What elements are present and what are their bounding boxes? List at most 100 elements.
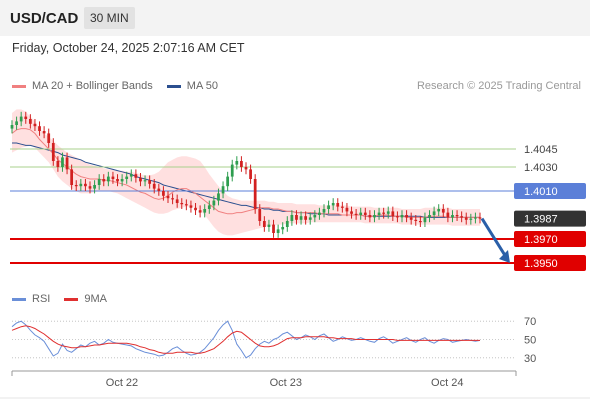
candle-body: [111, 176, 115, 179]
candle-body: [221, 186, 225, 194]
candle-body: [363, 212, 367, 215]
candle-body: [414, 219, 418, 221]
forecast-arrowhead-icon: [499, 250, 510, 263]
rsi-swatch-icon: [12, 297, 26, 301]
candle-body: [235, 161, 239, 165]
ma50-swatch-icon: [166, 84, 181, 88]
candle-body: [129, 174, 133, 177]
candle-body: [354, 213, 358, 215]
candle-body: [460, 216, 464, 218]
chart-datetime: Friday, October 24, 2025 2:07:16 AM CET: [12, 41, 245, 55]
candle-body: [88, 186, 92, 189]
candle-body: [295, 215, 298, 220]
candle-body: [359, 212, 363, 215]
candle-body: [437, 209, 441, 212]
candle-body: [217, 193, 220, 201]
candle-body: [139, 177, 142, 182]
level-label-resistance: 1.4030: [524, 162, 558, 174]
candle-body: [262, 221, 266, 227]
candle-body: [418, 221, 422, 223]
candle-body: [203, 209, 207, 213]
candle-body: [340, 206, 344, 208]
candle-body: [157, 188, 161, 191]
candle-body: [350, 211, 353, 214]
candle-body: [189, 205, 193, 208]
candle-body: [276, 229, 280, 233]
candle-body: [184, 204, 188, 206]
candle-body: [318, 212, 321, 215]
candle-body: [61, 157, 64, 167]
candle-body: [368, 215, 372, 218]
level-tag-current: [514, 210, 586, 227]
candle-body: [207, 205, 211, 209]
legend-9ma: 9MA: [64, 293, 107, 305]
legend-ma50-label: MA 50: [186, 80, 218, 92]
candle-body: [345, 207, 349, 212]
candle-body: [102, 179, 106, 182]
level-label-pivot: 1.4010: [524, 186, 558, 198]
price-legend: MA 20 + Bollinger Bands MA 50: [12, 80, 218, 92]
candle-body: [194, 207, 197, 211]
x-tick-label: Oct 22: [106, 377, 138, 389]
candle-body: [244, 167, 248, 170]
level-tag-support: [514, 231, 586, 247]
rsi-ma-line: [11, 325, 480, 354]
candle-body: [79, 183, 83, 187]
candle-body: [175, 199, 179, 203]
candle-body: [285, 221, 289, 227]
candle-body: [272, 224, 275, 233]
legend-ma50: MA 50: [166, 80, 218, 92]
candle-body: [373, 215, 376, 218]
candle-body: [455, 215, 459, 217]
candle-body: [120, 179, 124, 182]
rsi-legend: RSI 9MA: [12, 293, 107, 305]
candle-body: [304, 216, 308, 220]
candle-body: [143, 180, 147, 182]
rsi-tick-label: 30: [524, 353, 536, 365]
candle-body: [84, 183, 87, 187]
candle-body: [258, 209, 262, 221]
candle-body: [423, 217, 427, 223]
rsi-tick-label: 50: [524, 335, 536, 347]
candle-body: [391, 211, 395, 217]
candle-body: [171, 198, 174, 200]
candle-body: [42, 131, 46, 134]
candle-body: [253, 179, 257, 209]
rsi-tick-label: 70: [524, 316, 536, 328]
candle-body: [396, 216, 399, 218]
candle-body: [15, 121, 18, 125]
candle-body: [28, 119, 32, 124]
rsi-ma-swatch-icon: [64, 297, 79, 301]
candle-body: [106, 176, 110, 182]
level-tag-pivot: [514, 183, 586, 199]
legend-ma20: MA 20 + Bollinger Bands: [12, 80, 153, 92]
bollinger-band: [12, 109, 480, 236]
candle-body: [446, 212, 450, 218]
candle-body: [97, 179, 101, 185]
level-label-support: 1.3950: [524, 258, 558, 270]
level-label-resistance: 1.4045: [524, 144, 558, 156]
level-label-support: 1.3970: [524, 234, 558, 246]
candle-body: [230, 164, 234, 177]
candle-body: [134, 174, 138, 178]
candle-body: [386, 211, 390, 214]
level-tag-support: [514, 255, 586, 271]
candle-body: [125, 176, 129, 179]
candle-body: [451, 215, 454, 218]
currency-pair: USD/CAD: [10, 10, 79, 27]
candle-body: [322, 209, 326, 213]
candle-body: [47, 133, 51, 143]
candle-body: [74, 185, 78, 187]
candle-body: [428, 215, 431, 218]
candle-body: [180, 203, 184, 205]
candle-body: [290, 215, 294, 221]
candle-body: [478, 217, 482, 219]
candle-body: [409, 217, 413, 220]
candle-body: [432, 211, 436, 215]
timeframe-badge[interactable]: 30 MIN: [84, 7, 135, 29]
candle-body: [93, 185, 96, 189]
candle-body: [377, 212, 381, 215]
candle-body: [299, 216, 303, 220]
x-tick-label: Oct 24: [431, 377, 463, 389]
